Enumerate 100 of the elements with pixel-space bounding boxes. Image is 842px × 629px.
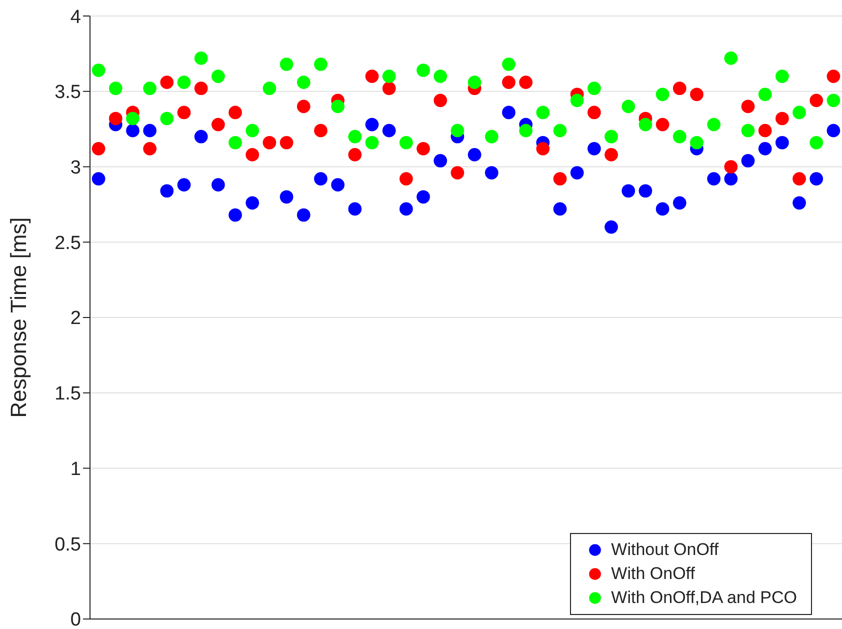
point: [348, 202, 362, 216]
point: [468, 76, 482, 89]
point: [588, 82, 601, 96]
point: [690, 136, 704, 150]
point: [194, 130, 208, 144]
point: [92, 172, 106, 186]
point: [177, 76, 191, 89]
point: [758, 124, 772, 138]
point: [212, 178, 225, 192]
point: [707, 118, 720, 132]
point: [519, 124, 532, 138]
point: [194, 52, 208, 65]
point: [450, 166, 464, 180]
point: [416, 142, 430, 156]
point: [553, 124, 567, 138]
point: [382, 70, 396, 83]
point: [212, 70, 225, 83]
point: [108, 82, 122, 96]
point: [741, 124, 755, 138]
point: [160, 184, 174, 198]
point: [656, 202, 670, 216]
point: [246, 148, 260, 162]
point: [536, 106, 550, 120]
point: [707, 172, 720, 186]
point: [212, 118, 225, 132]
point: [588, 106, 601, 120]
point: [331, 100, 344, 114]
point: [434, 70, 448, 83]
y-tick-label: 0: [70, 610, 81, 629]
point: [826, 124, 840, 138]
point: [92, 142, 106, 156]
point: [656, 88, 670, 102]
point: [604, 130, 618, 144]
point: [228, 136, 242, 150]
point: [262, 136, 276, 150]
point: [143, 124, 156, 138]
point: [622, 184, 636, 198]
point: [724, 172, 738, 186]
point: [143, 142, 156, 156]
point: [741, 154, 755, 168]
point: [502, 58, 516, 71]
point: [622, 100, 636, 114]
point: [810, 136, 824, 150]
y-tick-label: 4: [70, 6, 82, 28]
y-tick-label: 2.5: [54, 232, 81, 254]
point: [502, 106, 516, 120]
point: [108, 112, 122, 126]
point: [314, 124, 328, 138]
point: [400, 172, 413, 186]
point: [519, 76, 532, 89]
point: [553, 202, 567, 216]
point: [690, 88, 704, 102]
point: [484, 130, 498, 144]
point: [484, 166, 498, 180]
point: [672, 82, 686, 96]
point: [331, 178, 344, 192]
point: [570, 166, 584, 180]
point: [365, 70, 379, 83]
point: [741, 100, 755, 114]
point: [400, 202, 413, 216]
point: [502, 76, 516, 89]
point: [126, 112, 140, 126]
y-tick-label: 3.5: [54, 82, 81, 104]
y-tick-label: 3: [70, 157, 81, 178]
point: [792, 172, 806, 186]
point: [348, 148, 362, 162]
point: [672, 130, 686, 144]
y-tick-label: 1: [70, 458, 81, 480]
point: [724, 52, 738, 65]
point: [160, 112, 174, 126]
point: [604, 220, 618, 234]
point: [382, 124, 396, 138]
y-tick-label: 2: [70, 308, 81, 330]
point: [416, 190, 430, 204]
point: [228, 106, 242, 120]
point: [792, 106, 806, 120]
point: [160, 76, 174, 89]
point: [177, 178, 191, 192]
point: [826, 70, 840, 83]
point: [672, 196, 686, 210]
point: [262, 82, 276, 96]
point: [296, 76, 310, 89]
point: [280, 58, 294, 71]
point: [194, 82, 208, 96]
point: [810, 172, 824, 186]
point: [588, 142, 601, 156]
point: [126, 124, 140, 138]
point: [758, 88, 772, 102]
point: [280, 190, 294, 204]
point: [280, 136, 294, 150]
point: [434, 154, 448, 168]
point: [776, 136, 789, 150]
point: [758, 142, 772, 156]
legend-label: Without OnOff: [611, 539, 719, 561]
point: [314, 58, 328, 71]
point: [792, 196, 806, 210]
point: [570, 94, 584, 108]
point: [416, 64, 430, 77]
y-tick-label: 1.5: [54, 384, 81, 405]
point: [810, 94, 824, 108]
